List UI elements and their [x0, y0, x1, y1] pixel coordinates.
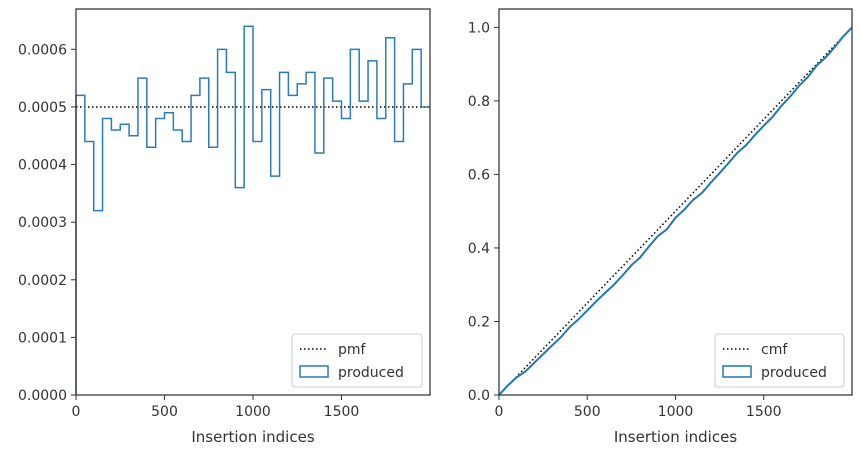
axes-frame: [75, 8, 431, 396]
x-axis-title: Insertion indices: [614, 428, 737, 446]
y-tick-label: 0.8: [468, 94, 490, 110]
x-tick-label: 1500: [324, 404, 360, 420]
produced-step-series: [75, 25, 430, 395]
legend-label-produced: produced: [761, 365, 827, 381]
x-axis-title: Insertion indices: [191, 428, 314, 446]
legend-box: [714, 333, 845, 388]
x-tick-label: 1000: [235, 404, 271, 420]
cmf-panel: 0 500 1000 1500 0.0 0.2 0.4 0.6 0.8 1.0 Insertion …: [468, 8, 853, 446]
legend: cmf produced: [714, 333, 845, 388]
x-tick-label: 0: [72, 404, 81, 420]
y-tick-label: 0.0003: [18, 215, 67, 231]
y-tick-label: 0.0001: [18, 330, 67, 346]
legend-box: [291, 333, 423, 388]
legend-label-reference: pmf: [338, 342, 367, 358]
legend-label-produced: produced: [338, 365, 404, 381]
legend-label-reference: cmf: [761, 342, 788, 358]
axes-frame: [498, 8, 853, 396]
y-tick-label: 0.0002: [18, 273, 67, 289]
y-tick-label: 0.4: [468, 241, 490, 257]
y-tick-label: 0.0000: [18, 388, 67, 404]
x-tick-label: 1000: [658, 404, 694, 420]
cmf-reference-line: [498, 26, 853, 396]
y-tick-label: 0.2: [468, 314, 490, 330]
legend-produced-swatch: [722, 365, 752, 378]
y-tick-label: 0.0005: [18, 100, 67, 116]
y-tick-label: 0.6: [468, 167, 490, 183]
legend: pmf produced: [291, 333, 423, 388]
y-tick-label: 0.0004: [18, 158, 67, 174]
y-tick-label: 0.0006: [18, 42, 67, 58]
produced-cumulative-series: [498, 26, 853, 396]
x-tick-label: 500: [151, 404, 178, 420]
pmf-histogram-panel: 0 500 1000 1500 0.0000 0.0001 0.0002 0.0003 0.00…: [18, 8, 431, 446]
y-tick-label: 0.0: [468, 388, 490, 404]
y-tick-label: 1.0: [468, 20, 490, 36]
x-tick-label: 1500: [746, 404, 782, 420]
x-tick-label: 500: [574, 404, 601, 420]
x-tick-label: 0: [495, 404, 504, 420]
legend-produced-swatch: [299, 365, 329, 378]
